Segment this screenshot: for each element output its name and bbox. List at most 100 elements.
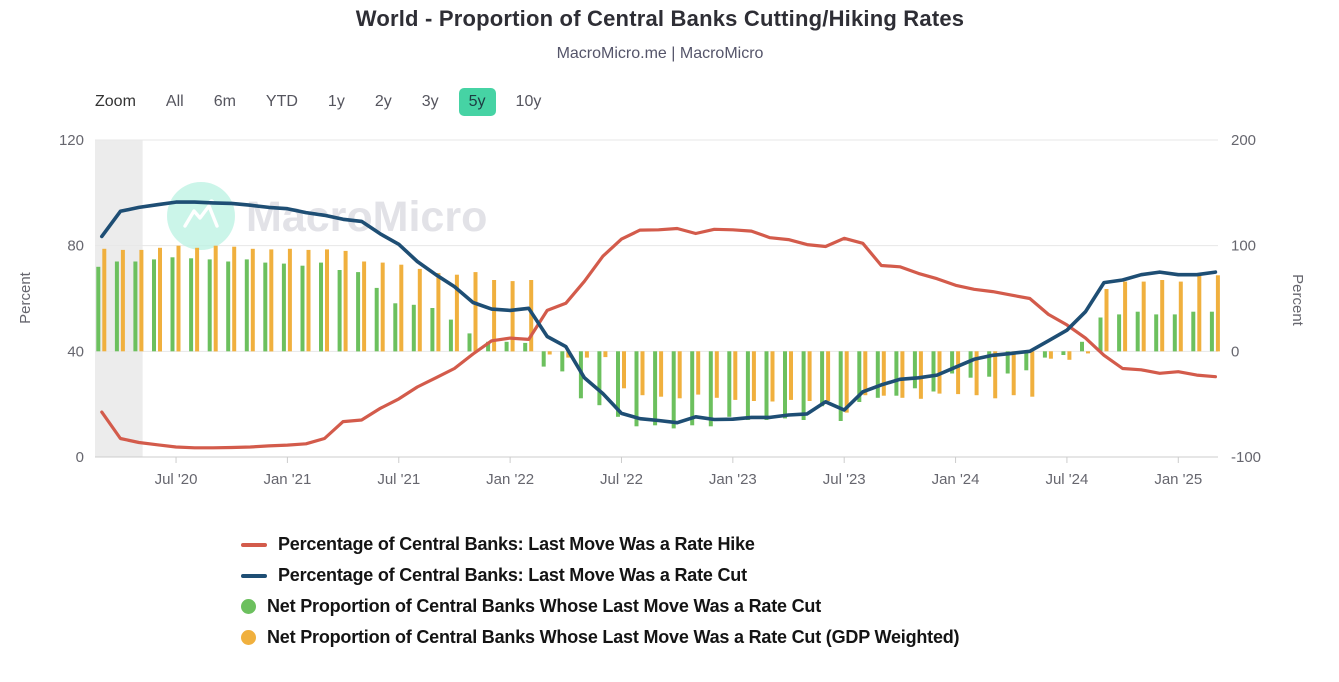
x-tick-label: Jan '23 <box>709 471 757 488</box>
range-button-3y[interactable]: 3y <box>421 93 439 110</box>
bar <box>1117 314 1122 352</box>
bar <box>152 259 156 352</box>
bar <box>454 274 459 352</box>
x-tick-label: Jan '25 <box>1154 471 1202 488</box>
bar <box>881 351 886 396</box>
bar <box>399 264 404 352</box>
bar <box>733 351 738 400</box>
bar <box>1197 273 1202 352</box>
bar <box>300 265 305 352</box>
left-axis-label-120: 120 <box>59 132 84 149</box>
bar <box>745 351 750 420</box>
bar <box>380 262 385 352</box>
bar <box>269 249 274 352</box>
chart-title: World - Proportion of Central Banks Cutt… <box>355 6 965 31</box>
bar <box>467 333 472 352</box>
bar <box>826 351 831 401</box>
chart-subtitle: MacroMicro.me | MacroMicro <box>556 45 764 62</box>
bar <box>968 351 973 378</box>
legend-item-0[interactable]: Percentage of Central Banks: Last Move W… <box>241 534 959 555</box>
legend-item-label: Percentage of Central Banks: Last Move W… <box>278 565 747 585</box>
range-button-5y[interactable]: 5y <box>458 88 496 116</box>
bar <box>671 351 676 429</box>
bar <box>696 351 701 395</box>
legend-item-1[interactable]: Percentage of Central Banks: Last Move W… <box>241 565 959 586</box>
bar <box>566 351 571 358</box>
x-tick-label: Jul '24 <box>1045 471 1088 488</box>
legend-item-label: Net Proportion of Central Banks Whose La… <box>267 627 960 647</box>
right-axis-title: Percent <box>1289 274 1306 327</box>
bar <box>900 351 905 398</box>
bar <box>523 342 528 352</box>
bar <box>659 351 664 397</box>
legend-item-label: Net Proportion of Central Banks Whose La… <box>267 596 822 616</box>
range-button-1y[interactable]: 1y <box>327 93 345 110</box>
legend-circle-marker <box>241 599 256 614</box>
bar <box>1123 281 1128 352</box>
bar <box>987 351 992 377</box>
bar <box>783 351 787 419</box>
bar <box>504 341 509 352</box>
bar <box>1104 289 1109 352</box>
left-axis-label-40: 40 <box>67 343 84 360</box>
bar <box>547 351 552 355</box>
range-button-10y[interactable]: 10y <box>515 93 542 110</box>
bar <box>287 248 292 352</box>
bar <box>102 248 107 352</box>
bar <box>1005 351 1010 374</box>
bar <box>281 263 286 352</box>
bar <box>1080 341 1084 352</box>
bar <box>634 351 639 427</box>
range-button-2y[interactable]: 2y <box>374 93 392 110</box>
bar <box>226 261 231 352</box>
right-axis-label-200: 200 <box>1231 132 1256 149</box>
legend-line-marker <box>241 542 267 547</box>
bar <box>1215 275 1220 352</box>
bar <box>622 351 626 389</box>
bar <box>677 351 682 399</box>
bar <box>417 268 422 352</box>
bar <box>1135 311 1140 352</box>
bar <box>1178 281 1183 352</box>
bar <box>727 351 732 417</box>
bar <box>1061 351 1066 355</box>
bar <box>770 351 775 402</box>
bar <box>541 351 546 367</box>
bar <box>232 246 237 352</box>
bar <box>956 351 961 395</box>
bar <box>838 351 843 421</box>
bar <box>510 281 515 352</box>
range-button-ytd[interactable]: YTD <box>265 93 298 110</box>
bar <box>189 258 194 352</box>
legend-line-marker <box>241 573 267 578</box>
rate-hike-line <box>100 226 1218 450</box>
range-button-6m[interactable]: 6m <box>213 93 236 110</box>
x-tick-label: Jul '22 <box>600 471 643 488</box>
legend-item-2[interactable]: Net Proportion of Central Banks Whose La… <box>241 596 959 617</box>
bar <box>337 270 342 352</box>
bar <box>918 351 923 399</box>
bar <box>436 273 441 352</box>
bar <box>114 261 119 352</box>
bar <box>751 351 756 401</box>
legend-item-3[interactable]: Net Proportion of Central Banks Whose La… <box>241 627 960 648</box>
bar <box>448 319 453 352</box>
bar <box>597 351 602 406</box>
left-axis-title: Percent <box>17 271 34 324</box>
range-button-all[interactable]: All <box>165 93 184 110</box>
bar <box>714 351 719 398</box>
bar <box>486 341 491 352</box>
bar <box>306 249 311 352</box>
bar <box>974 351 979 396</box>
bar <box>1086 351 1090 354</box>
bar <box>492 280 497 352</box>
bar <box>319 262 323 352</box>
right-axis-label--100: -100 <box>1231 449 1261 466</box>
bar <box>244 259 249 352</box>
bar <box>875 351 880 398</box>
bar <box>263 262 268 352</box>
bar <box>863 351 868 396</box>
bar <box>158 247 162 352</box>
bar <box>690 351 695 426</box>
